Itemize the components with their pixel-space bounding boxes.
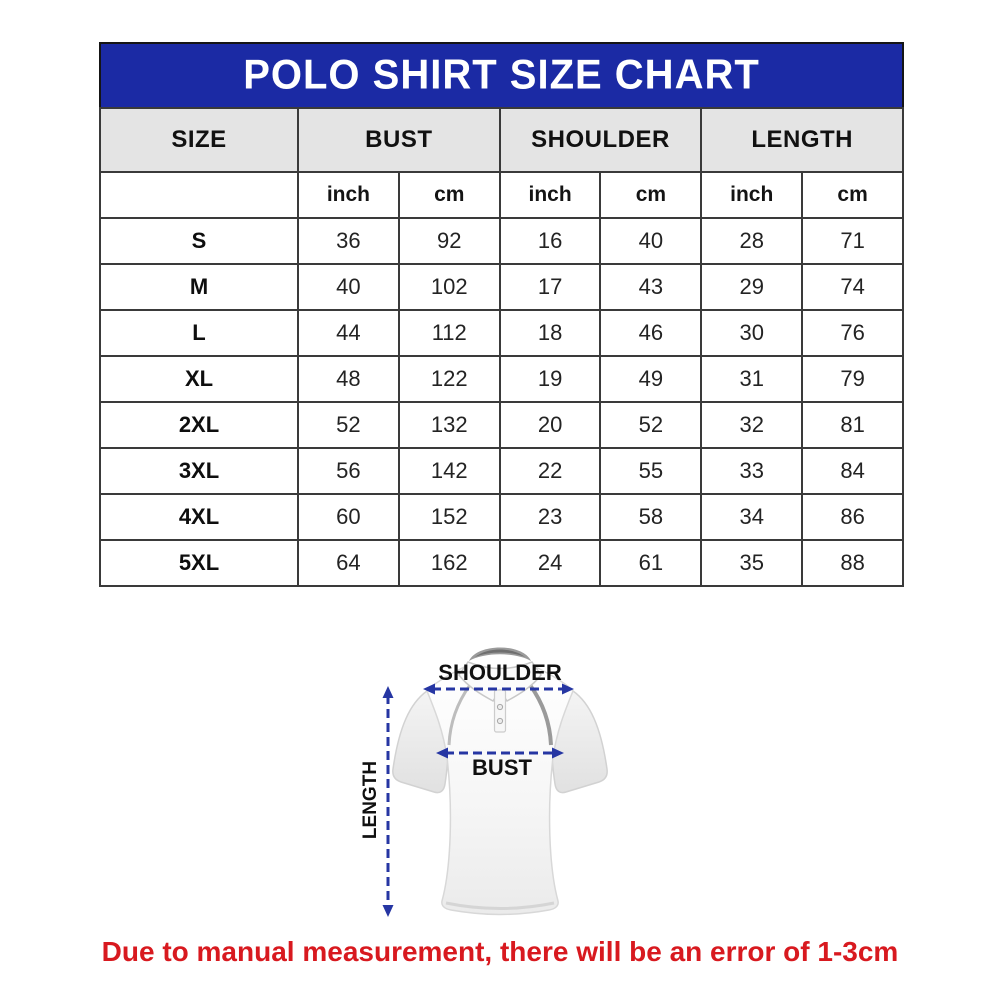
table-cell: 79: [801, 355, 904, 403]
table-cell: 86: [801, 493, 904, 541]
table-cell: 58: [599, 493, 703, 541]
table-cell: 60: [297, 493, 400, 541]
table-cell: 31: [700, 355, 804, 403]
title-bar: POLO SHIRT SIZE CHART: [99, 42, 904, 107]
table-row: S 36 92 16 40 28 71: [99, 217, 904, 265]
table-cell: 18: [498, 309, 602, 357]
unit-cell: inch: [498, 171, 602, 219]
table-cell: 44: [297, 309, 400, 357]
table-cell: 32: [700, 401, 804, 449]
size-chart: POLO SHIRT SIZE CHART SIZE BUST SHOULDER…: [99, 42, 904, 587]
unit-cell: inch: [297, 171, 400, 219]
table-cell: 142: [397, 447, 501, 495]
table-cell: 40: [297, 263, 400, 311]
bust-label: BUST: [472, 755, 532, 780]
unit-cell: inch: [700, 171, 804, 219]
length-label: LENGTH: [360, 761, 381, 839]
unit-cell: cm: [599, 171, 703, 219]
table-cell: 19: [498, 355, 602, 403]
page-title: POLO SHIRT SIZE CHART: [243, 52, 760, 98]
unit-cell: cm: [397, 171, 501, 219]
table-cell: 40: [599, 217, 703, 265]
table-cell: 74: [801, 263, 904, 311]
table-row: M 40 102 17 43 29 74: [99, 263, 904, 311]
table-row: 4XL 60 152 23 58 34 86: [99, 493, 904, 541]
row-size-label: XL: [99, 355, 299, 403]
size-table: SIZE BUST SHOULDER LENGTH inch cm inch c…: [99, 107, 904, 587]
table-cell: 22: [498, 447, 602, 495]
bust-arrow: [436, 747, 564, 759]
table-row: 5XL 64 162 24 61 35 88: [99, 539, 904, 587]
table-cell: 17: [498, 263, 602, 311]
row-size-label: 4XL: [99, 493, 299, 541]
table-cell: 56: [297, 447, 400, 495]
table-cell: 152: [397, 493, 501, 541]
table-cell: 16: [498, 217, 602, 265]
row-size-label: 3XL: [99, 447, 299, 495]
unit-spacer-cell: [99, 171, 299, 219]
table-cell: 61: [599, 539, 703, 587]
shirt-graphic: [392, 647, 608, 916]
table-cell: 33: [700, 447, 804, 495]
table-cell: 20: [498, 401, 602, 449]
row-size-label: 2XL: [99, 401, 299, 449]
table-cell: 24: [498, 539, 602, 587]
unit-header-row: inch cm inch cm inch cm: [99, 171, 904, 219]
table-cell: 92: [397, 217, 501, 265]
table-cell: 55: [599, 447, 703, 495]
table-cell: 43: [599, 263, 703, 311]
table-cell: 52: [599, 401, 703, 449]
table-cell: 132: [397, 401, 501, 449]
table-cell: 49: [599, 355, 703, 403]
table-row: XL 48 122 19 49 31 79: [99, 355, 904, 403]
table-cell: 23: [498, 493, 602, 541]
column-header-bust: BUST: [297, 107, 501, 173]
column-header-length: LENGTH: [700, 107, 904, 173]
row-size-label: L: [99, 309, 299, 357]
table-cell: 102: [397, 263, 501, 311]
column-header-size: SIZE: [99, 107, 299, 173]
table-cell: 112: [397, 309, 501, 357]
table-cell: 29: [700, 263, 804, 311]
shoulder-label: SHOULDER: [438, 660, 562, 685]
table-row: 3XL 56 142 22 55 33 84: [99, 447, 904, 495]
measurement-note: Due to manual measurement, there will be…: [101, 936, 899, 967]
table-cell: 30: [700, 309, 804, 357]
table-row: 2XL 52 132 20 52 32 81: [99, 401, 904, 449]
table-cell: 64: [297, 539, 400, 587]
table-cell: 36: [297, 217, 400, 265]
row-size-label: 5XL: [99, 539, 299, 587]
table-cell: 34: [700, 493, 804, 541]
row-size-label: M: [99, 263, 299, 311]
unit-cell: cm: [801, 171, 904, 219]
table-cell: 35: [700, 539, 804, 587]
polo-shirt-diagram: SHOULDER BUST LENGTH: [360, 647, 608, 917]
group-header-row: SIZE BUST SHOULDER LENGTH: [99, 107, 904, 173]
length-arrow: [382, 686, 394, 917]
table-cell: 71: [801, 217, 904, 265]
table-cell: 122: [397, 355, 501, 403]
table-cell: 52: [297, 401, 400, 449]
table-row: L 44 112 18 46 30 76: [99, 309, 904, 357]
table-cell: 48: [297, 355, 400, 403]
table-cell: 88: [801, 539, 904, 587]
table-cell: 84: [801, 447, 904, 495]
column-header-shoulder: SHOULDER: [498, 107, 703, 173]
table-cell: 46: [599, 309, 703, 357]
table-cell: 76: [801, 309, 904, 357]
table-cell: 28: [700, 217, 804, 265]
shoulder-arrow: [423, 683, 574, 695]
row-size-label: S: [99, 217, 299, 265]
table-cell: 162: [397, 539, 501, 587]
table-cell: 81: [801, 401, 904, 449]
